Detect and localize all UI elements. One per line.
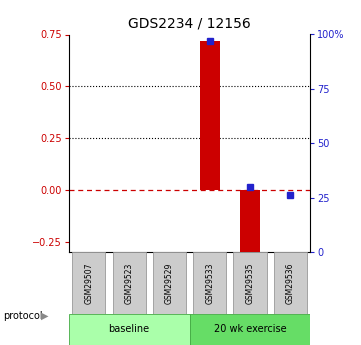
Bar bbox=[69, 314, 190, 345]
Text: ▶: ▶ bbox=[42, 311, 49, 321]
Bar bbox=[190, 314, 310, 345]
Text: baseline: baseline bbox=[109, 325, 149, 334]
Text: GSM29507: GSM29507 bbox=[84, 262, 93, 304]
Bar bbox=[193, 252, 226, 314]
Bar bbox=[72, 252, 105, 314]
Title: GDS2234 / 12156: GDS2234 / 12156 bbox=[128, 17, 251, 31]
Text: GSM29523: GSM29523 bbox=[125, 262, 134, 304]
Text: protocol: protocol bbox=[4, 311, 43, 321]
Bar bbox=[274, 252, 307, 314]
Text: GSM29533: GSM29533 bbox=[205, 262, 214, 304]
Text: 20 wk exercise: 20 wk exercise bbox=[214, 325, 286, 334]
Bar bbox=[200, 41, 220, 190]
Bar bbox=[113, 252, 145, 314]
Bar bbox=[234, 252, 266, 314]
Text: GSM29536: GSM29536 bbox=[286, 262, 295, 304]
Text: GSM29535: GSM29535 bbox=[245, 262, 255, 304]
Bar bbox=[240, 190, 260, 252]
Text: GSM29529: GSM29529 bbox=[165, 262, 174, 304]
Bar bbox=[153, 252, 186, 314]
